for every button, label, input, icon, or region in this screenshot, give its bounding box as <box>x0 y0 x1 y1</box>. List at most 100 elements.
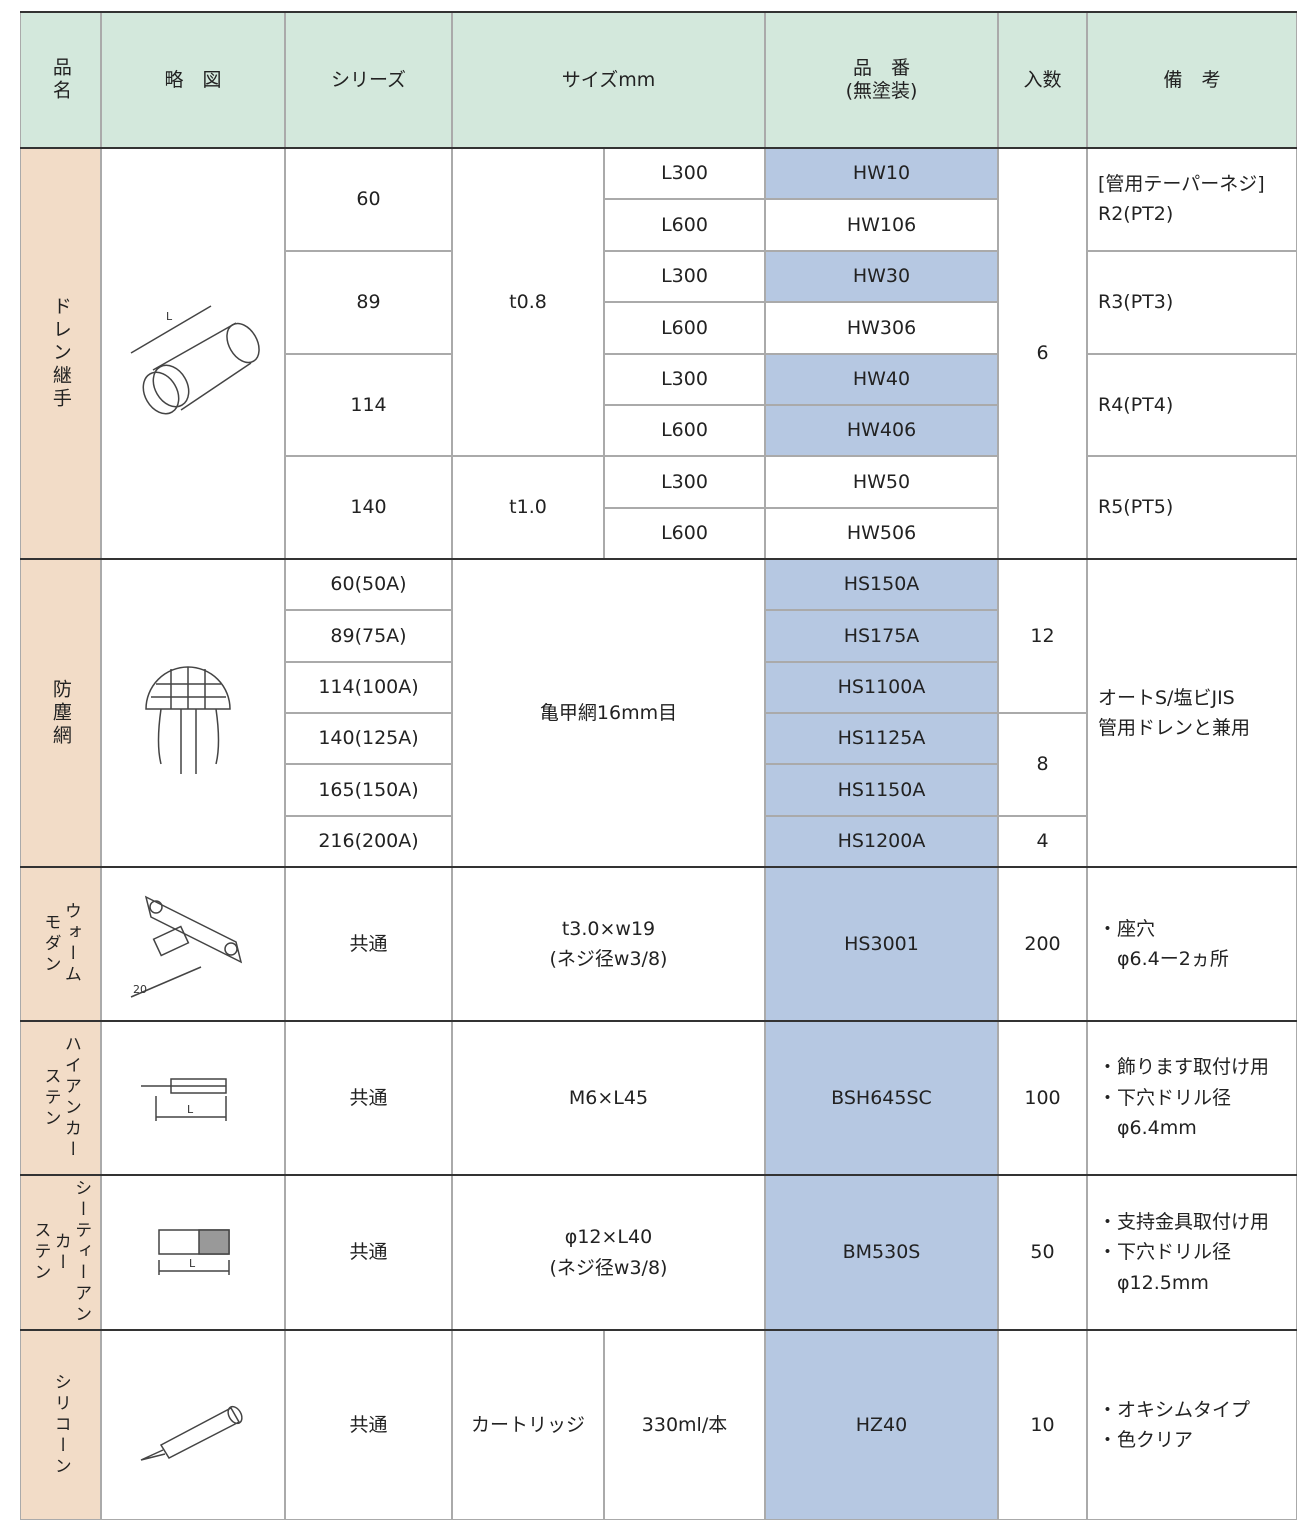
quantity: 12 <box>998 559 1087 713</box>
quantity: 4 <box>998 815 1087 867</box>
section-name: シーティーアンカー ステン <box>20 1175 101 1330</box>
part-no: BM530S <box>765 1175 998 1330</box>
header-cell: 品 番 (無塗装) <box>765 12 998 148</box>
sketch-label: L <box>187 1103 194 1116</box>
section-divider <box>20 866 1297 868</box>
section-name: ドレン継手 <box>20 148 101 559</box>
length: L300 <box>604 456 765 508</box>
high-anchor-sketch: L <box>141 1078 227 1121</box>
part-no: HZ40 <box>765 1330 998 1520</box>
modern-sketch: 20 <box>130 895 243 998</box>
part-no: HS175A <box>765 610 998 662</box>
header-cell: 入数 <box>998 12 1087 148</box>
series: 216(200A) <box>285 815 452 867</box>
section-divider <box>20 147 1297 149</box>
section-name: ハイアンカー ステン <box>20 1021 101 1175</box>
section-divider <box>20 558 1297 560</box>
volume: 330ml/本 <box>604 1330 765 1520</box>
series: 114 <box>285 353 452 457</box>
remarks: R4(PT4) <box>1087 353 1297 457</box>
length: L600 <box>604 507 765 559</box>
size: t3.0×w19 (ネジ径w3/8) <box>452 867 765 1021</box>
series: 60 <box>285 148 452 251</box>
sketch-label: L <box>166 310 173 323</box>
size: φ12×L40 (ネジ径w3/8) <box>452 1175 765 1330</box>
size: t1.0 <box>452 456 604 559</box>
series: 165(150A) <box>285 764 452 816</box>
header-cell: 略 図 <box>101 12 285 148</box>
net-sketch <box>145 666 231 774</box>
remarks: R5(PT5) <box>1087 456 1297 559</box>
series: 140(125A) <box>285 713 452 765</box>
remarks: ・飾ります取付け用 ・下穴ドリル径 φ6.4mm <box>1087 1021 1297 1175</box>
sketch-label: 20 <box>133 983 147 996</box>
sketch-cell <box>101 148 285 559</box>
city-anchor-sketch: L <box>158 1229 230 1275</box>
series: 114(100A) <box>285 661 452 713</box>
sketch-cell <box>101 867 285 1021</box>
section-divider <box>20 11 1297 13</box>
sketch-cell <box>101 1175 285 1330</box>
series: 140 <box>285 456 452 559</box>
header-cell: サイズmm <box>452 12 765 148</box>
part-no: HW506 <box>765 507 998 559</box>
size: カートリッジ <box>452 1330 604 1520</box>
remarks: ・座穴 φ6.4ー2ヵ所 <box>1087 867 1297 1021</box>
section-divider <box>20 1329 1297 1331</box>
sketch-label: L <box>189 1257 196 1270</box>
part-no: BSH645SC <box>765 1021 998 1175</box>
section-name: 防塵網 <box>20 559 101 867</box>
length: L300 <box>604 148 765 200</box>
part-no: HS150A <box>765 559 998 611</box>
quantity: 200 <box>998 867 1087 1021</box>
part-no: HS1100A <box>765 661 998 713</box>
header-cell: シリーズ <box>285 12 452 148</box>
silicone-sketch <box>140 1405 243 1461</box>
part-no: HS1200A <box>765 815 998 867</box>
part-no: HS1125A <box>765 713 998 765</box>
quantity: 50 <box>998 1175 1087 1330</box>
size: M6×L45 <box>452 1021 765 1175</box>
quantity: 6 <box>998 148 1087 559</box>
size: 亀甲網16mm目 <box>452 559 765 867</box>
length: L600 <box>604 199 765 251</box>
size: t0.8 <box>452 148 604 457</box>
part-no: HS1150A <box>765 764 998 816</box>
remarks: オートS/塩ビJIS 管用ドレンと兼用 <box>1087 559 1297 867</box>
series: 共通 <box>285 1330 452 1520</box>
remarks: [管用テーパーネジ] R2(PT2) <box>1087 148 1297 251</box>
drain-sketch: L <box>130 305 260 415</box>
part-no: HW50 <box>765 456 998 508</box>
section-divider <box>20 1174 1297 1176</box>
header-cell: 備 考 <box>1087 12 1297 148</box>
quantity: 8 <box>998 713 1087 816</box>
length: L600 <box>604 302 765 354</box>
quantity: 10 <box>998 1330 1087 1520</box>
series: 89(75A) <box>285 610 452 662</box>
series: 共通 <box>285 1175 452 1330</box>
part-no: HW40 <box>765 353 998 405</box>
series: 共通 <box>285 867 452 1021</box>
part-no: HW306 <box>765 302 998 354</box>
sketch-cell <box>101 1330 285 1520</box>
series: 共通 <box>285 1021 452 1175</box>
series: 89 <box>285 250 452 354</box>
part-no: HW30 <box>765 250 998 303</box>
sketch-cell <box>101 559 285 867</box>
length: L300 <box>604 353 765 405</box>
length: L300 <box>604 250 765 303</box>
section-divider <box>20 1020 1297 1022</box>
quantity: 100 <box>998 1021 1087 1175</box>
part-no: HW106 <box>765 199 998 251</box>
remarks: R3(PT3) <box>1087 250 1297 354</box>
part-no: HW10 <box>765 148 998 200</box>
series: 60(50A) <box>285 559 452 611</box>
section-name: ウォーム モダン <box>20 867 101 1021</box>
part-no: HS3001 <box>765 867 998 1021</box>
remarks: ・オキシムタイプ ・色クリア <box>1087 1330 1297 1520</box>
part-no: HW406 <box>765 404 998 457</box>
header-cell: 品名 <box>20 12 101 148</box>
length: L600 <box>604 404 765 457</box>
remarks: ・支持金具取付け用 ・下穴ドリル径 φ12.5mm <box>1087 1175 1297 1330</box>
section-name: シリコーン <box>20 1330 101 1520</box>
